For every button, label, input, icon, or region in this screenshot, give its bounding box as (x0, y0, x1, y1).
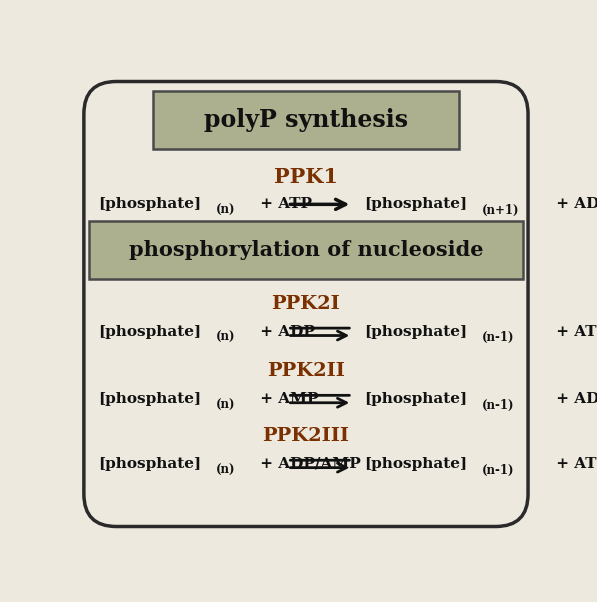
Text: PPK2III: PPK2III (263, 427, 349, 445)
Text: [phosphate]: [phosphate] (364, 325, 467, 339)
Text: [phosphate]: [phosphate] (98, 392, 201, 406)
Text: [phosphate]: [phosphate] (364, 457, 467, 471)
Text: (n): (n) (216, 331, 235, 344)
FancyBboxPatch shape (88, 220, 524, 279)
FancyBboxPatch shape (84, 81, 528, 527)
Text: [phosphate]: [phosphate] (364, 197, 467, 211)
Text: [phosphate]: [phosphate] (98, 457, 201, 471)
Text: + ADP/AMP: + ADP/AMP (254, 457, 361, 471)
Text: + ATP: + ATP (551, 457, 597, 471)
Text: + ATP: + ATP (254, 197, 312, 211)
Text: + ATP: + ATP (551, 325, 597, 339)
Text: PPK2II: PPK2II (267, 362, 345, 380)
Text: [phosphate]: [phosphate] (364, 392, 467, 406)
Text: (n-1): (n-1) (482, 399, 514, 412)
FancyBboxPatch shape (153, 91, 458, 149)
Text: (n): (n) (216, 464, 235, 476)
Text: PPK2I: PPK2I (272, 295, 340, 313)
Text: (n+1): (n+1) (482, 204, 519, 217)
Text: + ADP: + ADP (551, 197, 597, 211)
Text: [phosphate]: [phosphate] (98, 197, 201, 211)
Text: (n-1): (n-1) (482, 464, 514, 476)
Text: [phosphate]: [phosphate] (98, 325, 201, 339)
Text: (n): (n) (216, 399, 235, 412)
Text: + AMP: + AMP (254, 392, 318, 406)
Text: (n-1): (n-1) (482, 331, 514, 344)
Text: (n): (n) (216, 204, 235, 217)
Text: polyP synthesis: polyP synthesis (204, 108, 408, 132)
Text: + ADP: + ADP (254, 325, 315, 339)
Text: + ADP: + ADP (551, 392, 597, 406)
Text: PPK1: PPK1 (274, 167, 338, 187)
Text: phosphorylation of nucleoside: phosphorylation of nucleoside (129, 240, 483, 259)
